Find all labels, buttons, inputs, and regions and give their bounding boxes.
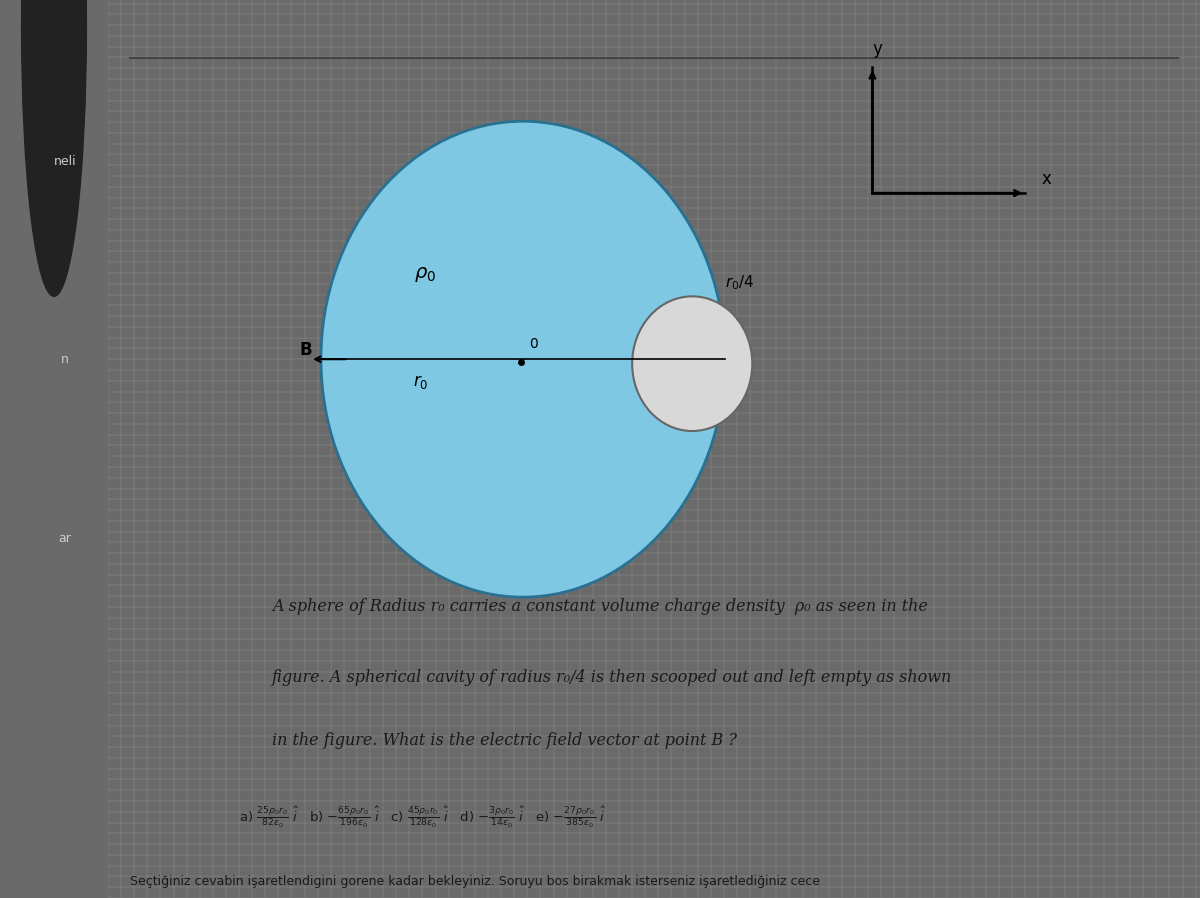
Text: x: x bbox=[1042, 170, 1051, 188]
Text: ar: ar bbox=[59, 533, 71, 545]
Text: figure. A spherical cavity of radius r₀/4 is then scooped out and left empty as : figure. A spherical cavity of radius r₀/… bbox=[271, 670, 952, 686]
Text: $\rho_0$: $\rho_0$ bbox=[414, 266, 436, 285]
Ellipse shape bbox=[632, 296, 752, 431]
Circle shape bbox=[22, 0, 86, 296]
Text: A sphere of Radius r₀ carries a constant volume charge density  ρ₀ as seen in th: A sphere of Radius r₀ carries a constant… bbox=[271, 598, 928, 614]
Text: $r_0/4$: $r_0/4$ bbox=[725, 273, 755, 292]
Text: B: B bbox=[299, 340, 312, 358]
Text: a) $\frac{25\rho_0 r_0}{82\varepsilon_0}\ \hat{i}$   b) $-\frac{65\rho_0 r_0}{19: a) $\frac{25\rho_0 r_0}{82\varepsilon_0}… bbox=[239, 805, 606, 830]
Text: neli: neli bbox=[54, 155, 76, 168]
Text: in the figure. What is the electric field vector at point B ?: in the figure. What is the electric fiel… bbox=[271, 733, 737, 749]
Text: Seçtiğiniz cevabin işaretlendigini gorene kadar bekleyiniz. Soruyu bos birakmak : Seçtiğiniz cevabin işaretlendigini goren… bbox=[130, 875, 820, 887]
Text: 0: 0 bbox=[529, 338, 539, 351]
Text: n: n bbox=[61, 353, 68, 365]
Text: $r_0$: $r_0$ bbox=[413, 374, 428, 392]
Ellipse shape bbox=[320, 121, 725, 597]
Text: y: y bbox=[872, 40, 883, 57]
